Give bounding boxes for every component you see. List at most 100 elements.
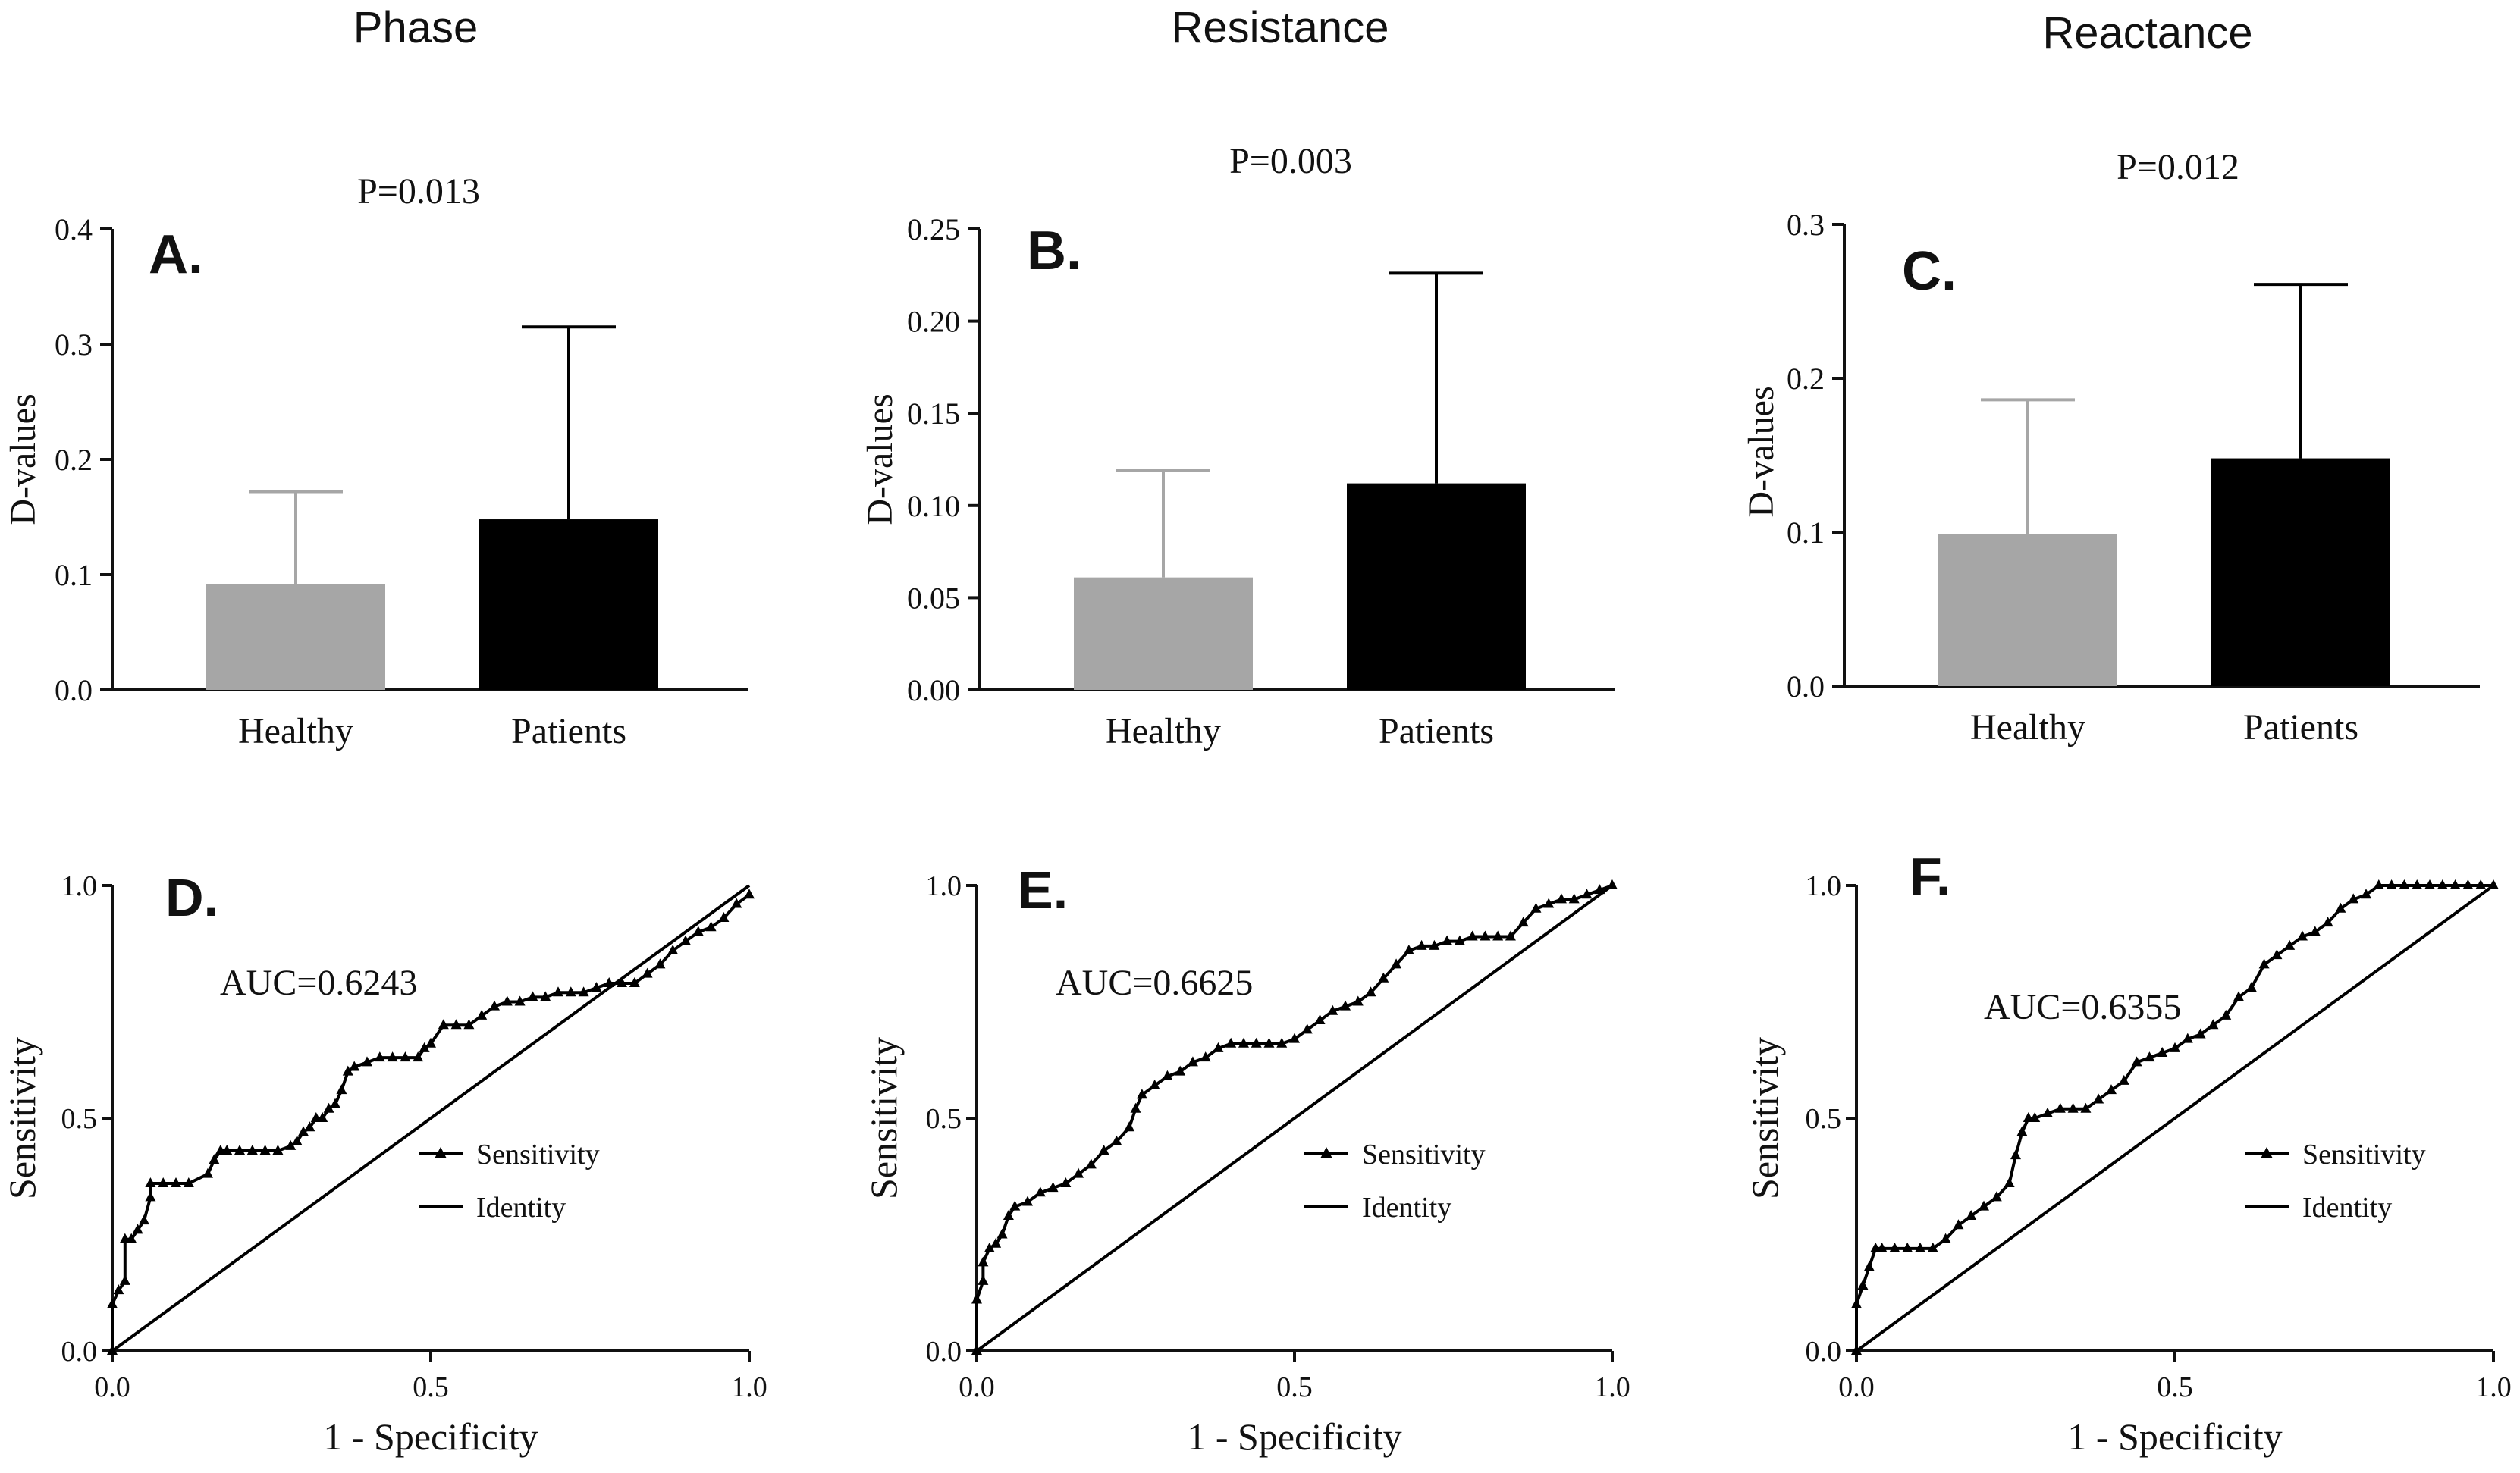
sensitivity-point [2348, 893, 2359, 904]
sensitivity-point [298, 1126, 309, 1136]
sensitivity-point [107, 1298, 118, 1308]
y-axis-label: D-values [860, 393, 900, 525]
auc-annotation: AUC=0.6355 [1984, 987, 2181, 1027]
sensitivity-point [1238, 1037, 1249, 1048]
x-axis-label: 1 - Specificity [2067, 1415, 2282, 1458]
y-tick-label: 0.0 [926, 1336, 962, 1368]
sensitivity-point [2080, 1102, 2092, 1113]
sensitivity-point [2245, 982, 2257, 992]
sensitivity-point [1111, 1135, 1122, 1145]
sensitivity-point [145, 1191, 156, 1202]
sensitivity-point [2004, 1177, 2015, 1187]
sensitivity-point [996, 1228, 1008, 1239]
sensitivity-point [705, 921, 717, 932]
sensitivity-point [234, 1144, 245, 1155]
sensitivity-point [2118, 1074, 2129, 1085]
sensitivity-point [1915, 1242, 1925, 1252]
sensitivity-point [1098, 1144, 1109, 1155]
sensitivity-point [1022, 1196, 1034, 1206]
sensitivity-point [2361, 889, 2371, 899]
legend-marker-sensitivity [2261, 1147, 2273, 1158]
sensitivity-point [119, 1274, 130, 1285]
sensitivity-point [629, 976, 640, 987]
sensitivity-point [2029, 1112, 2041, 1122]
sensitivity-point [158, 1177, 169, 1187]
sensitivity-point [718, 911, 730, 922]
sensitivity-point [2386, 879, 2397, 889]
sensitivity-point [246, 1144, 258, 1155]
x-tick-label: 0.5 [2157, 1371, 2193, 1403]
sensitivity-point [1130, 1102, 1141, 1113]
y-tick-label: 0.5 [926, 1103, 962, 1135]
sensitivity-point [667, 944, 679, 954]
sensitivity-point [1889, 1242, 1900, 1252]
sensitivity-point [1991, 1191, 2002, 1202]
panel-label: D. [165, 868, 218, 927]
sensitivity-point [272, 1144, 284, 1155]
legend-label-identity: Identity [2302, 1192, 2392, 1224]
sensitivity-point [731, 898, 742, 908]
y-tick-label: 0.2 [1787, 362, 1825, 396]
sensitivity-point [1568, 893, 1580, 904]
sensitivity-point [1454, 935, 1465, 945]
sensitivity-point [476, 1009, 488, 1020]
auc-annotation: AUC=0.6625 [1056, 963, 1253, 1003]
column-title-phase: Phase [353, 3, 478, 52]
y-tick-label: 0.10 [907, 489, 960, 523]
sensitivity-point [1225, 1037, 1237, 1048]
column-title-reactance: Reactance [2042, 8, 2252, 58]
sensitivity-point [2335, 902, 2346, 913]
sensitivity-point [1530, 902, 1542, 913]
category-label: Healthy [1970, 707, 2085, 747]
panel-label: F. [1910, 847, 1950, 906]
sensitivity-point [2106, 1084, 2117, 1095]
category-label: Patients [1379, 711, 1494, 751]
y-tick-label: 0.1 [55, 558, 93, 592]
sensitivity-point [2309, 926, 2321, 936]
sensitivity-point [1505, 930, 1516, 941]
y-tick-label: 0.5 [1806, 1103, 1842, 1135]
y-tick-label: 0.3 [1787, 208, 1825, 242]
sensitivity-point [2462, 879, 2474, 889]
sensitivity-point [1314, 1014, 1326, 1025]
roc-chart-reactance: 0.00.0 0.5 0.5 1.0 1.0 1 - Specificity Sensiti… [1743, 847, 2512, 1458]
sensitivity-point [1034, 1186, 1046, 1197]
sensitivity-point [2093, 1093, 2104, 1104]
sensitivity-point [1200, 1051, 1211, 1062]
sensitivity-point [291, 1135, 303, 1145]
y-tick-label: 0.00 [907, 673, 960, 707]
y-tick-label: 0.0 [55, 673, 93, 707]
sensitivity-point [680, 935, 691, 945]
sensitivity-point [2284, 939, 2296, 950]
y-tick-label: 0.3 [55, 328, 93, 362]
sensitivity-point [202, 1167, 213, 1178]
sensitivity-point [489, 1000, 500, 1011]
column-title-resistance: Resistance [1172, 3, 1389, 52]
sensitivity-point [1047, 1182, 1059, 1193]
sensitivity-point [1517, 917, 1529, 927]
sensitivity-point [1085, 1158, 1097, 1169]
sensitivity-point [2412, 879, 2423, 889]
sensitivity-point [553, 986, 563, 997]
x-tick-label: 0.0 [959, 1371, 995, 1403]
sensitivity-point [1175, 1065, 1186, 1076]
legend-label-sensitivity: Sensitivity [2302, 1139, 2426, 1171]
sensitivity-point [540, 991, 551, 1001]
sensitivity-point [304, 1121, 315, 1132]
sensitivity-point [971, 1293, 982, 1304]
y-tick-label: 0.25 [907, 212, 960, 246]
sensitivity-point [132, 1224, 143, 1234]
sensitivity-point [425, 1037, 436, 1048]
legend-label-identity: Identity [476, 1192, 566, 1224]
sensitivity-point [514, 995, 526, 1006]
sensitivity-point [221, 1144, 233, 1155]
panel-label: E. [1018, 860, 1068, 920]
bar-chart-phase: 0.0 0.1 0.2 0.3 0.4 Healthy Patients D-values P=… [3, 171, 748, 751]
sensitivity-point [1966, 1209, 1977, 1220]
sensitivity-point [1543, 898, 1555, 908]
y-tick-label: 1.0 [61, 870, 98, 902]
legend-label-identity: Identity [1362, 1192, 1451, 1224]
sensitivity-point [1555, 893, 1567, 904]
y-axis-label: D-values [3, 393, 43, 525]
category-label: Healthy [1106, 711, 1221, 751]
